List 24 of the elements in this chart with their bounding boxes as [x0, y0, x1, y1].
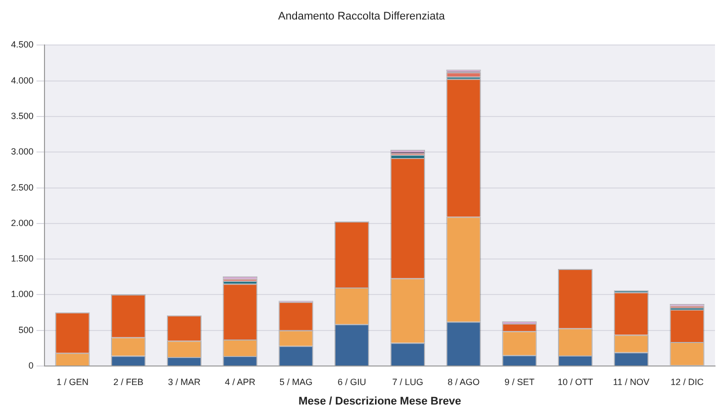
- chart-title: Andamento Raccolta Differenziata: [278, 10, 446, 23]
- x-tick-label: 1 / GEN: [56, 376, 88, 387]
- x-tick-label: 7 / LUG: [392, 376, 424, 387]
- x-tick-label: 9 / SET: [504, 376, 535, 387]
- x-tick-label: 6 / GIU: [338, 376, 366, 387]
- y-tick-label: 500: [18, 324, 34, 335]
- x-tick-label: 10 / OTT: [558, 376, 594, 387]
- y-tick-label: 0: [28, 360, 34, 370]
- y-tick-label: 3.500: [10, 110, 34, 121]
- x-tick-label: 12 / DIC: [670, 376, 704, 387]
- y-tick-label: 4.500: [10, 40, 34, 50]
- y-tick-label: 4.000: [10, 75, 34, 86]
- x-tick-label: 11 / NOV: [613, 376, 650, 387]
- x-tick-label: 8 / AGO: [448, 376, 480, 387]
- y-tick-label: 2.000: [10, 218, 34, 228]
- x-tick-label: 2 / FEB: [113, 376, 144, 387]
- x-tick-label: 4 / APR: [224, 376, 256, 387]
- y-tick-label: 1.000: [10, 289, 34, 300]
- y-tick-label: 3.000: [10, 146, 34, 157]
- x-tick-label: 5 / MAG: [279, 376, 312, 387]
- y-tick-label: 1.500: [10, 254, 34, 264]
- x-axis-title: Mese / Descrizione Mese Breve: [298, 395, 462, 408]
- x-tick-label: 3 / MAR: [168, 376, 201, 387]
- y-tick-label: 2.500: [10, 182, 34, 192]
